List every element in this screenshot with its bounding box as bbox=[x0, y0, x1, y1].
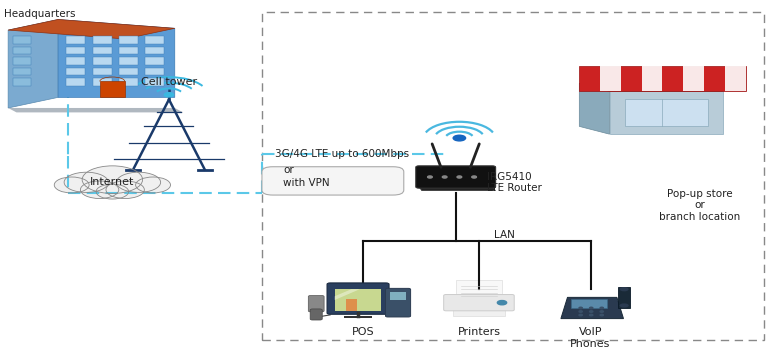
Polygon shape bbox=[8, 19, 174, 39]
FancyBboxPatch shape bbox=[119, 36, 138, 44]
Circle shape bbox=[453, 135, 466, 141]
FancyBboxPatch shape bbox=[119, 68, 138, 75]
Text: Pop-up store
or
branch location: Pop-up store or branch location bbox=[660, 189, 740, 222]
FancyBboxPatch shape bbox=[385, 289, 411, 317]
FancyBboxPatch shape bbox=[145, 68, 164, 75]
Circle shape bbox=[600, 307, 604, 309]
Circle shape bbox=[136, 177, 170, 193]
FancyBboxPatch shape bbox=[119, 47, 138, 54]
FancyBboxPatch shape bbox=[93, 79, 112, 86]
FancyBboxPatch shape bbox=[390, 292, 406, 300]
Circle shape bbox=[96, 184, 129, 199]
Polygon shape bbox=[580, 84, 609, 134]
FancyBboxPatch shape bbox=[327, 283, 389, 314]
Circle shape bbox=[457, 176, 462, 178]
Circle shape bbox=[579, 311, 582, 312]
FancyBboxPatch shape bbox=[453, 309, 505, 316]
Polygon shape bbox=[335, 289, 360, 300]
Circle shape bbox=[428, 176, 432, 178]
Polygon shape bbox=[8, 108, 183, 113]
Circle shape bbox=[600, 314, 604, 316]
FancyBboxPatch shape bbox=[456, 280, 502, 299]
FancyBboxPatch shape bbox=[93, 68, 112, 75]
Polygon shape bbox=[418, 187, 495, 190]
FancyBboxPatch shape bbox=[67, 79, 85, 86]
Circle shape bbox=[590, 307, 593, 309]
FancyBboxPatch shape bbox=[346, 299, 357, 310]
FancyBboxPatch shape bbox=[625, 99, 708, 126]
Circle shape bbox=[82, 166, 143, 193]
FancyBboxPatch shape bbox=[67, 36, 85, 44]
FancyBboxPatch shape bbox=[13, 36, 31, 44]
Circle shape bbox=[443, 176, 447, 178]
Text: Headquarters: Headquarters bbox=[4, 9, 75, 19]
Polygon shape bbox=[609, 91, 723, 134]
FancyBboxPatch shape bbox=[443, 295, 515, 311]
FancyBboxPatch shape bbox=[344, 316, 372, 318]
Circle shape bbox=[164, 93, 174, 97]
Polygon shape bbox=[58, 19, 174, 97]
Text: LAN: LAN bbox=[494, 230, 515, 240]
FancyBboxPatch shape bbox=[100, 81, 125, 97]
FancyBboxPatch shape bbox=[600, 67, 621, 91]
FancyBboxPatch shape bbox=[119, 57, 138, 65]
FancyBboxPatch shape bbox=[308, 296, 324, 312]
Text: VoIP
Phones: VoIP Phones bbox=[570, 327, 611, 349]
FancyBboxPatch shape bbox=[67, 68, 85, 75]
FancyBboxPatch shape bbox=[13, 68, 31, 75]
Circle shape bbox=[579, 307, 582, 309]
Circle shape bbox=[81, 181, 119, 199]
FancyBboxPatch shape bbox=[93, 47, 112, 54]
FancyBboxPatch shape bbox=[684, 67, 704, 91]
Circle shape bbox=[64, 172, 108, 193]
FancyBboxPatch shape bbox=[415, 166, 496, 188]
Polygon shape bbox=[618, 287, 630, 308]
Circle shape bbox=[590, 314, 593, 316]
FancyBboxPatch shape bbox=[570, 299, 607, 308]
Text: with VPN: with VPN bbox=[283, 178, 329, 188]
Polygon shape bbox=[561, 297, 623, 319]
Ellipse shape bbox=[619, 287, 629, 291]
Circle shape bbox=[116, 172, 160, 193]
Text: POS: POS bbox=[351, 327, 374, 337]
Text: 3G/4G LTE up to 600Mbps: 3G/4G LTE up to 600Mbps bbox=[275, 149, 409, 159]
Circle shape bbox=[498, 301, 507, 305]
FancyBboxPatch shape bbox=[13, 79, 31, 86]
Ellipse shape bbox=[619, 303, 629, 308]
FancyBboxPatch shape bbox=[262, 167, 404, 195]
Circle shape bbox=[472, 176, 477, 178]
FancyBboxPatch shape bbox=[67, 47, 85, 54]
FancyBboxPatch shape bbox=[93, 36, 112, 44]
FancyBboxPatch shape bbox=[93, 57, 112, 65]
FancyBboxPatch shape bbox=[119, 79, 138, 86]
Text: IRG5410
LTE Router: IRG5410 LTE Router bbox=[487, 171, 542, 193]
FancyBboxPatch shape bbox=[725, 67, 746, 91]
FancyBboxPatch shape bbox=[335, 289, 381, 310]
Text: Internet: Internet bbox=[90, 177, 135, 187]
Circle shape bbox=[579, 314, 582, 316]
FancyBboxPatch shape bbox=[13, 57, 31, 65]
Text: or: or bbox=[283, 165, 294, 175]
Polygon shape bbox=[8, 19, 58, 108]
Polygon shape bbox=[580, 67, 746, 91]
Polygon shape bbox=[580, 84, 746, 91]
FancyBboxPatch shape bbox=[67, 57, 85, 65]
Circle shape bbox=[600, 311, 604, 312]
FancyBboxPatch shape bbox=[145, 36, 164, 44]
FancyBboxPatch shape bbox=[145, 57, 164, 65]
FancyBboxPatch shape bbox=[13, 47, 31, 54]
Circle shape bbox=[54, 177, 89, 193]
Text: Printers: Printers bbox=[457, 327, 501, 337]
FancyBboxPatch shape bbox=[145, 79, 164, 86]
FancyBboxPatch shape bbox=[310, 309, 322, 320]
FancyBboxPatch shape bbox=[642, 67, 663, 91]
FancyBboxPatch shape bbox=[145, 47, 164, 54]
Circle shape bbox=[590, 311, 593, 312]
Circle shape bbox=[106, 181, 144, 199]
Text: Cell tower: Cell tower bbox=[141, 77, 197, 87]
